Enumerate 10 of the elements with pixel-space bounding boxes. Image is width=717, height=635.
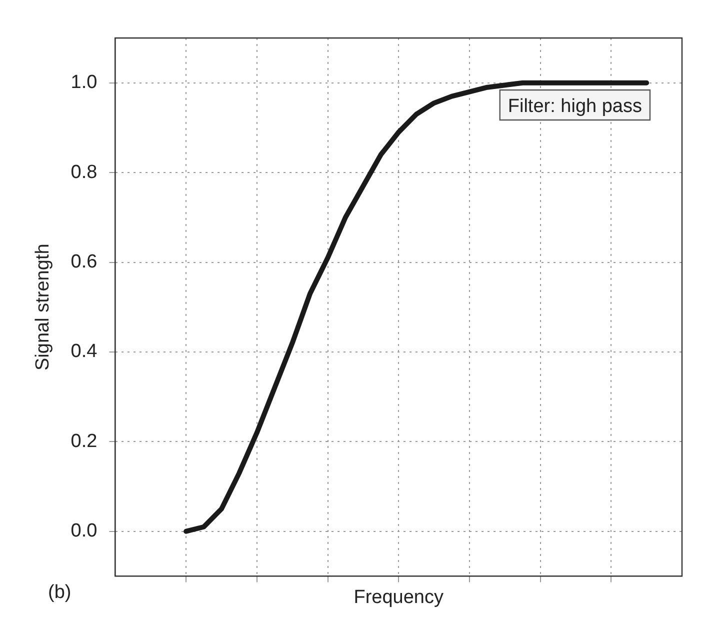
text: (b) bbox=[48, 582, 72, 603]
y-tick-label: 0.0 bbox=[70, 520, 98, 542]
y-axis-title: Signal strength bbox=[32, 244, 54, 370]
x-axis-title: Frequency bbox=[354, 586, 444, 608]
y-tick-label: 0.8 bbox=[70, 162, 98, 183]
annotation: Filter: high pass bbox=[508, 96, 642, 117]
y-tick-label: 0.4 bbox=[70, 341, 98, 362]
y-tick-label: 0.2 bbox=[70, 430, 98, 452]
y-tick-label: 1.0 bbox=[70, 72, 98, 94]
y-tick-label: 0.6 bbox=[70, 251, 98, 272]
